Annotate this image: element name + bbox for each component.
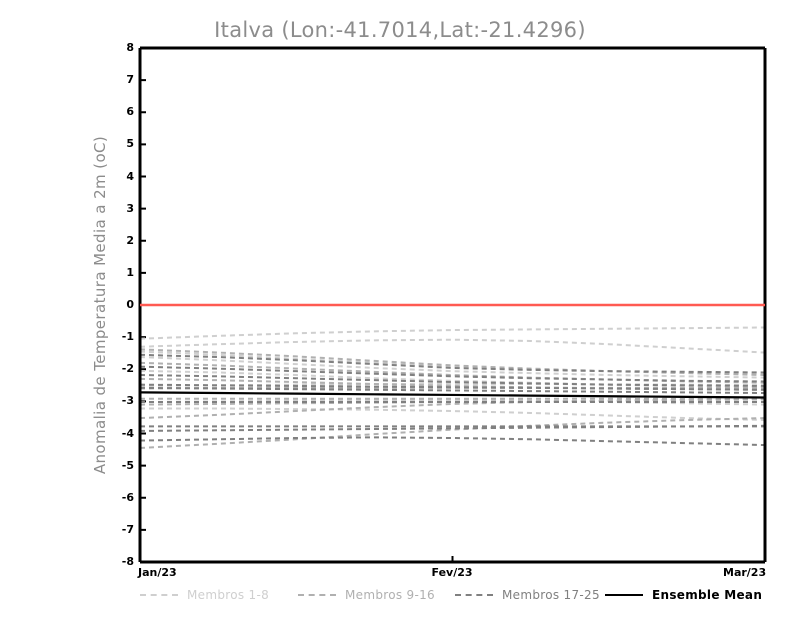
y-tick-label: 5	[126, 137, 134, 151]
y-tick-label: 7	[126, 73, 134, 87]
legend-item[interactable]: Ensemble Mean	[605, 586, 762, 604]
legend-item[interactable]: Membros 1-8	[140, 586, 269, 604]
legend-swatch-icon	[455, 594, 493, 596]
axis-ticks	[139, 47, 766, 563]
y-tick-label: -7	[121, 522, 134, 536]
y-tick-label: 2	[126, 233, 134, 247]
x-tick-label: Fev/23	[431, 566, 473, 579]
y-tick-label: 8	[126, 41, 134, 54]
y-tick-label: 1	[126, 265, 134, 279]
chart-legend: Membros 1-8 Membros 9-16 Membros 17-25 Ense…	[0, 586, 800, 606]
legend-item[interactable]: Membros 9-16	[298, 586, 435, 604]
y-tick-label: 6	[126, 105, 134, 119]
y-tick-label: -5	[121, 458, 134, 472]
y-tick-label: -2	[121, 362, 134, 376]
legend-label: Membros 1-8	[187, 588, 270, 602]
legend-label: Membros 17-25	[502, 588, 600, 602]
legend-label: Ensemble Mean	[652, 588, 763, 602]
chart-title: Italva (Lon:-41.7014,Lat:-21.4296)	[214, 18, 586, 42]
y-tick-label: -8	[121, 555, 134, 568]
legend-swatch-icon	[140, 594, 178, 596]
x-tick-label: Mar/23	[723, 566, 767, 579]
y-tick-label: -3	[121, 394, 134, 408]
x-tick-label: Jan/23	[138, 566, 177, 579]
y-tick-label: 3	[126, 201, 134, 215]
y-tick-label: 0	[126, 298, 134, 311]
series-lines	[141, 326, 764, 449]
y-tick-label: -1	[121, 330, 134, 344]
legend-swatch-icon	[298, 594, 336, 596]
legend-swatch-icon	[605, 593, 643, 597]
y-tick-label: -4	[121, 426, 134, 440]
legend-label: Membros 9-16	[345, 588, 435, 602]
y-tick-labels: 8 7 6 5 4 3 2 1 0 -1 -2 -3 -4 -5 -6 -7 -8	[104, 0, 134, 618]
legend-item[interactable]: Membros 17-25	[455, 586, 600, 604]
y-tick-label: 4	[126, 169, 134, 183]
y-tick-label: -6	[121, 490, 134, 504]
series-line	[141, 391, 764, 399]
